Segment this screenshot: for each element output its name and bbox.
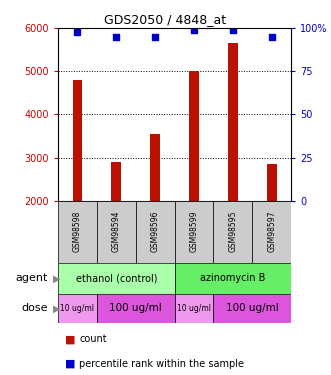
Bar (228, 43, 238, 201)
Bar (136, 201, 175, 262)
Bar (213, 294, 291, 322)
Text: azinomycin B: azinomycin B (200, 273, 266, 284)
Bar (112, 162, 121, 201)
Bar (58, 262, 175, 294)
Text: GSM98596: GSM98596 (151, 211, 160, 252)
Text: ■: ■ (65, 359, 75, 369)
Bar (97, 201, 136, 262)
Text: 10 ug/ml: 10 ug/ml (60, 304, 94, 313)
Bar (58, 201, 97, 262)
Point (269, 34, 274, 40)
Bar (72, 80, 82, 201)
Bar (252, 201, 291, 262)
Point (114, 34, 119, 40)
Bar (150, 134, 160, 201)
Bar (189, 71, 199, 201)
Bar (175, 201, 213, 262)
Text: GSM98594: GSM98594 (112, 211, 121, 252)
Text: ▶: ▶ (53, 303, 60, 313)
Text: 100 ug/ml: 100 ug/ml (226, 303, 279, 313)
Text: GSM98599: GSM98599 (190, 211, 199, 252)
Text: GSM98598: GSM98598 (73, 211, 82, 252)
Point (75, 28, 80, 34)
Bar (213, 201, 252, 262)
Point (230, 27, 236, 33)
Text: dose: dose (22, 303, 48, 313)
Text: ▶: ▶ (53, 273, 60, 284)
Text: GSM98597: GSM98597 (267, 211, 276, 252)
Text: count: count (79, 334, 107, 344)
Text: ■: ■ (65, 334, 75, 344)
Text: GDS2050 / 4848_at: GDS2050 / 4848_at (105, 13, 226, 26)
Text: GSM98595: GSM98595 (228, 211, 237, 252)
Text: 100 ug/ml: 100 ug/ml (109, 303, 162, 313)
Bar (97, 294, 175, 322)
Text: percentile rank within the sample: percentile rank within the sample (79, 359, 244, 369)
Bar (175, 294, 213, 322)
Point (153, 34, 158, 40)
Bar (267, 164, 277, 201)
Bar (175, 262, 291, 294)
Point (191, 27, 197, 33)
Text: ethanol (control): ethanol (control) (75, 273, 157, 284)
Bar (58, 294, 97, 322)
Text: 10 ug/ml: 10 ug/ml (177, 304, 211, 313)
Text: agent: agent (16, 273, 48, 284)
